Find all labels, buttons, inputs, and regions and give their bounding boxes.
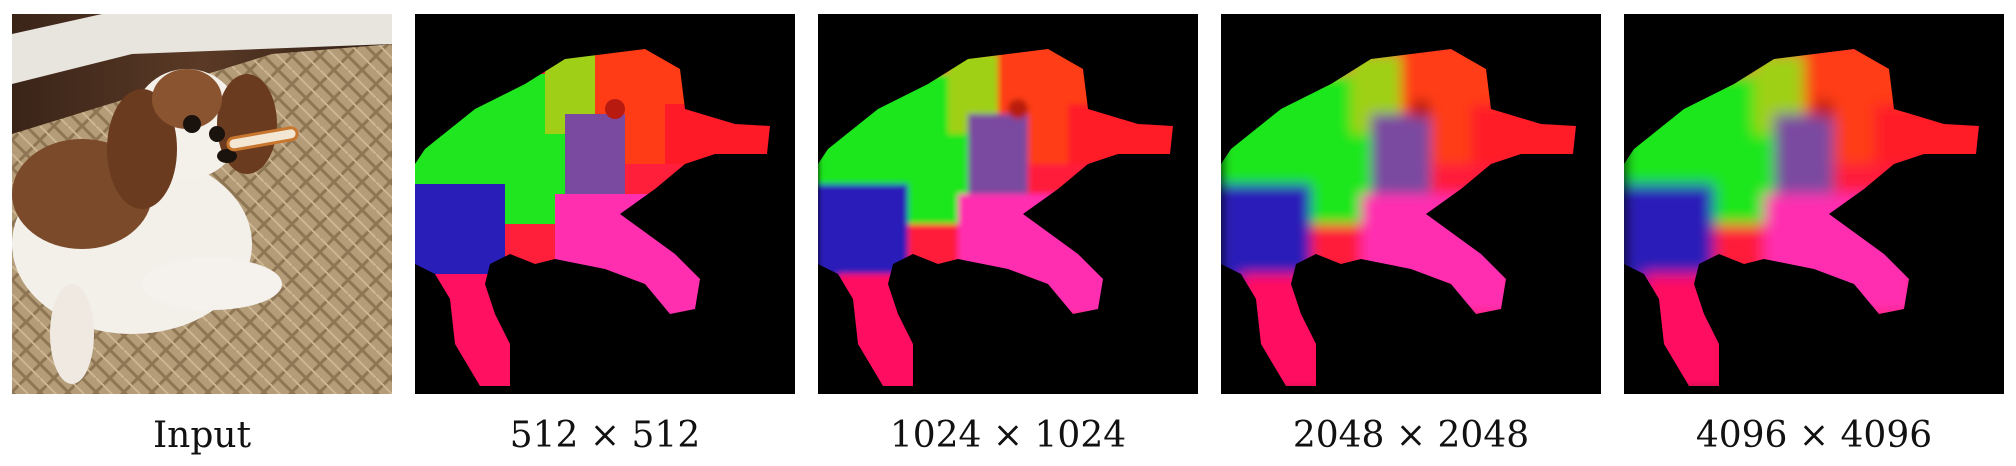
feature-map-512 <box>415 14 795 394</box>
caption-512: 512 × 512 <box>509 415 701 456</box>
caption-2048: 2048 × 2048 <box>1292 415 1530 456</box>
caption-input: Input <box>152 415 252 456</box>
caption-1024: 1024 × 1024 <box>889 415 1127 456</box>
input-photo <box>12 14 392 394</box>
feature-map-2048 <box>1221 14 1601 394</box>
feature-map-4096 <box>1624 14 2004 394</box>
feature-map-1024 <box>818 14 1198 394</box>
caption-4096: 4096 × 4096 <box>1695 415 1933 456</box>
